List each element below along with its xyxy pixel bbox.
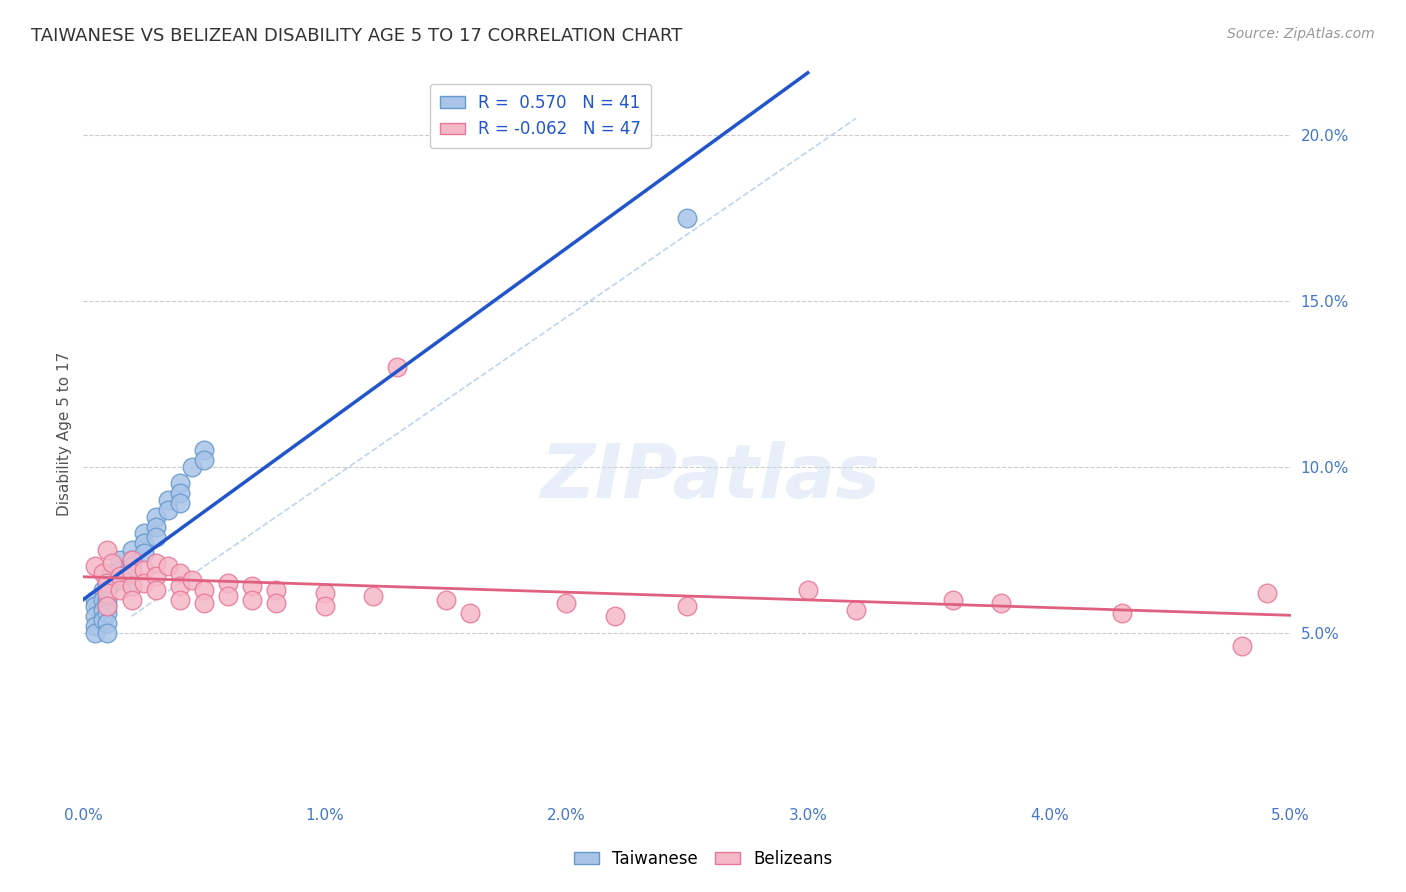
Point: [96, 542, 118, 557]
Point: [240, 592, 263, 607]
Point: [91, 592, 114, 607]
Point: [314, 599, 336, 614]
Point: [145, 582, 167, 597]
Point: [101, 566, 124, 580]
Point: [121, 553, 143, 567]
Point: [121, 579, 143, 593]
Point: [314, 586, 336, 600]
Point: [121, 569, 143, 583]
Point: [156, 503, 179, 517]
Point: [96, 599, 118, 614]
Point: [145, 529, 167, 543]
Point: [84, 619, 107, 633]
Point: [96, 576, 118, 591]
Point: [169, 566, 191, 580]
Point: [169, 579, 191, 593]
Point: [990, 596, 1012, 610]
Point: [145, 519, 167, 533]
Point: [121, 559, 143, 574]
Point: [132, 563, 155, 577]
Point: [96, 615, 118, 630]
Point: [193, 453, 215, 467]
Point: [169, 496, 191, 510]
Point: [181, 459, 204, 474]
Point: [145, 509, 167, 524]
Point: [121, 592, 143, 607]
Point: [1111, 606, 1133, 620]
Point: [156, 493, 179, 508]
Point: [145, 556, 167, 570]
Point: [121, 566, 143, 580]
Point: [169, 486, 191, 500]
Point: [108, 569, 131, 583]
Point: [942, 592, 965, 607]
Point: [603, 609, 626, 624]
Point: [361, 589, 384, 603]
Point: [121, 542, 143, 557]
Point: [91, 613, 114, 627]
Point: [181, 573, 204, 587]
Legend: R =  0.570   N = 41, R = -0.062   N = 47: R = 0.570 N = 41, R = -0.062 N = 47: [430, 84, 651, 148]
Point: [434, 592, 457, 607]
Point: [108, 553, 131, 567]
Point: [84, 592, 107, 607]
Text: Source: ZipAtlas.com: Source: ZipAtlas.com: [1227, 27, 1375, 41]
Point: [96, 586, 118, 600]
Point: [84, 599, 107, 614]
Point: [387, 360, 409, 375]
Point: [96, 582, 118, 597]
Point: [217, 576, 239, 591]
Point: [193, 582, 215, 597]
Point: [84, 625, 107, 640]
Y-axis label: Disability Age 5 to 17: Disability Age 5 to 17: [58, 351, 72, 516]
Point: [101, 576, 124, 591]
Point: [91, 582, 114, 597]
Point: [217, 589, 239, 603]
Point: [84, 609, 107, 624]
Point: [108, 563, 131, 577]
Point: [84, 559, 107, 574]
Point: [96, 625, 118, 640]
Point: [169, 592, 191, 607]
Point: [676, 599, 699, 614]
Point: [193, 596, 215, 610]
Point: [132, 546, 155, 560]
Point: [91, 602, 114, 616]
Point: [91, 566, 114, 580]
Point: [797, 582, 820, 597]
Legend: Taiwanese, Belizeans: Taiwanese, Belizeans: [567, 844, 839, 875]
Point: [121, 553, 143, 567]
Point: [145, 569, 167, 583]
Point: [132, 526, 155, 541]
Point: [676, 211, 699, 225]
Point: [1256, 586, 1278, 600]
Point: [96, 592, 118, 607]
Point: [101, 556, 124, 570]
Point: [240, 579, 263, 593]
Point: [169, 476, 191, 491]
Point: [96, 606, 118, 620]
Point: [193, 443, 215, 458]
Point: [266, 596, 288, 610]
Point: [96, 599, 118, 614]
Point: [132, 536, 155, 550]
Point: [555, 596, 578, 610]
Point: [132, 576, 155, 591]
Text: TAIWANESE VS BELIZEAN DISABILITY AGE 5 TO 17 CORRELATION CHART: TAIWANESE VS BELIZEAN DISABILITY AGE 5 T…: [31, 27, 682, 45]
Point: [121, 579, 143, 593]
Point: [1232, 639, 1254, 653]
Point: [845, 602, 868, 616]
Text: ZIPatlas: ZIPatlas: [541, 441, 882, 514]
Point: [266, 582, 288, 597]
Point: [458, 606, 481, 620]
Point: [156, 559, 179, 574]
Point: [96, 576, 118, 591]
Point: [108, 573, 131, 587]
Point: [108, 582, 131, 597]
